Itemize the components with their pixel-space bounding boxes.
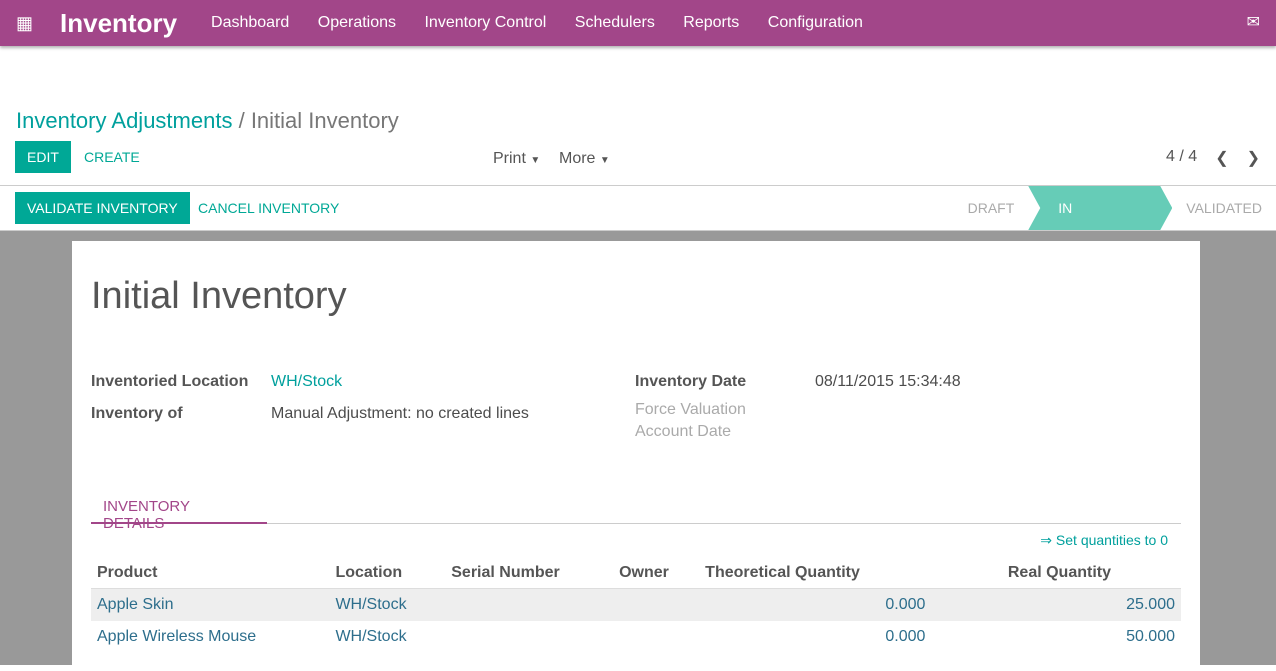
print-label: Print	[493, 150, 526, 167]
chevron-right-icon[interactable]: ❯	[1246, 150, 1260, 167]
breadcrumb-parent[interactable]: Inventory Adjustments	[16, 108, 233, 133]
apps-grid-icon[interactable]: ▦	[16, 12, 34, 33]
inventory-lines-table: Product Location Serial Number Owner The…	[91, 558, 1181, 653]
print-dropdown[interactable]: Print ▼	[493, 150, 540, 168]
create-button[interactable]: CREATE	[84, 149, 140, 165]
status-validated[interactable]: VALIDATED	[1186, 200, 1262, 216]
edit-button[interactable]: EDIT	[15, 141, 71, 173]
breadcrumb-current: Initial Inventory	[250, 108, 399, 133]
more-label: More	[559, 150, 596, 167]
menu-operations[interactable]: Operations	[317, 14, 397, 31]
col-theoretical[interactable]: Theoretical Quantity	[699, 558, 932, 589]
col-product[interactable]: Product	[91, 558, 330, 589]
owner-cell	[613, 588, 700, 621]
status-steps: DRAFT IN PROGRESS VALIDATED	[954, 186, 1276, 230]
cancel-inventory-button[interactable]: CANCEL INVENTORY	[198, 200, 340, 216]
location-label: Inventoried Location	[91, 373, 249, 390]
envelope-icon[interactable]: ✉	[1246, 14, 1260, 31]
pager-value: 4 / 4	[1166, 148, 1198, 165]
product-cell: Apple Wireless Mouse	[97, 628, 257, 645]
inventory-date-label: Inventory Date	[635, 373, 747, 390]
owner-cell	[613, 621, 699, 653]
col-owner[interactable]: Owner	[613, 558, 700, 589]
status-draft[interactable]: DRAFT	[967, 200, 1015, 216]
statusbar: VALIDATE INVENTORY CANCEL INVENTORY DRAF…	[0, 186, 1276, 231]
location-cell: WH/Stock	[329, 588, 446, 621]
caret-down-icon: ▼	[530, 155, 541, 166]
menu-inventory-control[interactable]: Inventory Control	[424, 14, 547, 31]
col-serial[interactable]: Serial Number	[445, 558, 614, 589]
inventory-of-value: Manual Adjustment: no created lines	[271, 405, 529, 422]
serial-cell	[445, 621, 613, 653]
inventory-of-label: Inventory of	[91, 405, 183, 422]
menu-schedulers[interactable]: Schedulers	[574, 14, 655, 31]
table-row[interactable]: Apple Skin WH/Stock 0.000 25.000	[91, 588, 1181, 621]
serial-cell	[445, 588, 614, 621]
caret-down-icon: ▼	[599, 155, 610, 166]
more-dropdown[interactable]: More ▼	[559, 150, 610, 168]
control-panel: Inventory Adjustments / Initial Inventor…	[0, 46, 1276, 186]
real-cell: 50.000	[1126, 628, 1175, 645]
real-cell: 25.000	[931, 588, 1181, 621]
menu-dashboard[interactable]: Dashboard	[211, 14, 290, 31]
top-navbar: ▦ Inventory Dashboard Operations Invento…	[0, 0, 1276, 46]
notebook-tabs: INVENTORY DETAILS	[91, 491, 1181, 532]
form-background: Initial Inventory Inventoried Location W…	[0, 231, 1276, 671]
status-in-progress[interactable]: IN PROGRESS	[1028, 186, 1172, 230]
menu-reports[interactable]: Reports	[683, 14, 740, 31]
validate-inventory-button[interactable]: VALIDATE INVENTORY	[15, 192, 190, 224]
inventory-date-value: 08/11/2015 15:34:48	[815, 373, 961, 390]
app-title: Inventory	[60, 7, 178, 38]
form-sheet: Initial Inventory Inventoried Location W…	[72, 241, 1200, 671]
form-title: Initial Inventory	[91, 275, 347, 317]
force-valuation-label: Force Valuation Account Date	[635, 401, 746, 440]
tab-inventory-details[interactable]: INVENTORY DETAILS	[91, 491, 267, 532]
table-row[interactable]: Apple Wireless Mouse WH/Stock 0.000 50.0…	[91, 621, 1181, 653]
theoretical-cell: 0.000	[699, 588, 932, 621]
menu-configuration[interactable]: Configuration	[767, 14, 863, 31]
chevron-left-icon[interactable]: ❮	[1215, 150, 1229, 167]
location-value[interactable]: WH/Stock	[271, 373, 343, 390]
location-cell: WH/Stock	[335, 628, 407, 645]
theoretical-cell: 0.000	[885, 628, 926, 645]
col-real[interactable]: Real Quantity	[931, 558, 1181, 589]
col-location[interactable]: Location	[329, 558, 446, 589]
product-cell: Apple Skin	[91, 588, 330, 621]
breadcrumb: Inventory Adjustments / Initial Inventor…	[16, 108, 399, 133]
pager: 4 / 4 ❮ ❯	[1166, 148, 1260, 168]
set-quantities-zero-link[interactable]: ⇒ Set quantities to 0	[1040, 532, 1168, 548]
